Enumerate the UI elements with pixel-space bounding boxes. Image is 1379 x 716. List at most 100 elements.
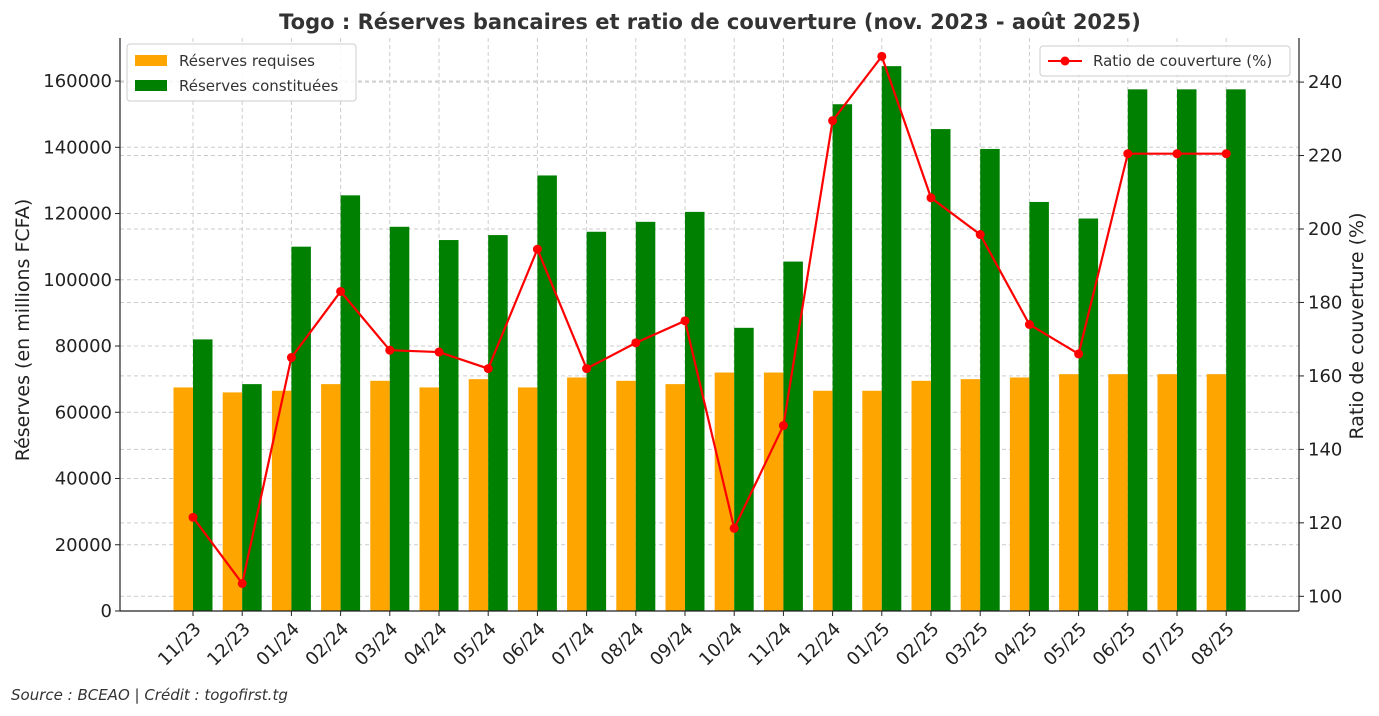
- y2-tick-label: 240: [1308, 72, 1342, 93]
- bar-held: [586, 231, 607, 611]
- ratio-series-line: [192, 54, 1227, 587]
- bar-held: [734, 327, 754, 611]
- x-tick-label: 08/25: [1187, 619, 1239, 671]
- y-axis-label: Réserves (en millions FCFA): [12, 199, 34, 462]
- x-tick-label: 04/25: [990, 619, 1042, 671]
- chart-title: Togo : Réserves bancaires et ratio de co…: [279, 10, 1141, 34]
- x-tick-label: 11/23: [154, 619, 206, 671]
- bar-required: [1059, 374, 1079, 611]
- bar-held: [291, 246, 311, 611]
- y2-tick-label: 160: [1308, 366, 1342, 387]
- bar-held: [1078, 218, 1099, 611]
- bar-held: [635, 221, 656, 611]
- y-tick-label: 20000: [55, 535, 112, 556]
- legend-right: Ratio de couverture (%): [1039, 45, 1291, 77]
- y-tick-label: 120000: [43, 204, 112, 225]
- ratio-point: [926, 193, 936, 203]
- bar-held: [1177, 89, 1197, 612]
- x-tick-label: 12/24: [794, 619, 846, 671]
- ratio-point: [582, 364, 592, 374]
- bars: [173, 66, 1246, 612]
- bar-held: [340, 195, 361, 611]
- ratio-point: [1172, 149, 1182, 159]
- y-tick-label: 100000: [43, 270, 112, 291]
- ratio-point: [975, 230, 985, 240]
- bar-held: [931, 129, 951, 612]
- bar-required: [271, 390, 292, 611]
- bar-required: [1206, 374, 1227, 611]
- x-tick-label: 11/24: [744, 619, 796, 671]
- ratio-point: [1221, 149, 1231, 159]
- ratio-point: [385, 345, 395, 355]
- legend-swatch-held: [135, 80, 167, 91]
- ratio-point: [434, 347, 444, 357]
- ratio-point: [877, 51, 887, 61]
- bar-required: [616, 380, 636, 611]
- bar-required: [517, 387, 538, 611]
- ratio-point: [483, 364, 493, 374]
- y2-tick-label: 140: [1308, 439, 1342, 460]
- bar-required: [1108, 374, 1128, 611]
- x-tick-label: 03/25: [941, 619, 993, 671]
- x-tick-label: 02/24: [302, 619, 354, 671]
- bar-held: [193, 339, 213, 611]
- bar-required: [468, 379, 489, 611]
- ratio-point: [532, 244, 542, 254]
- y-tick-label: 0: [101, 601, 112, 622]
- legend-marker-ratio: [1060, 56, 1070, 66]
- bar-required: [1157, 374, 1177, 611]
- ratio-point: [237, 578, 247, 588]
- x-tick-label: 01/24: [252, 619, 304, 671]
- y2-axis-label: Ratio de couverture (%): [1346, 213, 1368, 440]
- legend-swatch-required: [135, 55, 167, 66]
- y2-tick-label: 220: [1308, 146, 1342, 167]
- bar-required: [173, 387, 193, 611]
- bar-required: [862, 390, 882, 611]
- y2-tick-label: 120: [1308, 513, 1342, 534]
- y2-tick-label: 180: [1308, 292, 1342, 313]
- ratio-point: [729, 523, 739, 533]
- bar-required: [1009, 377, 1030, 611]
- x-tick-label: 06/25: [1089, 619, 1141, 671]
- bar-held: [488, 235, 508, 611]
- bar-held: [881, 66, 902, 611]
- ratio-point: [1123, 149, 1133, 159]
- bar-required: [222, 392, 243, 611]
- bar-required: [813, 390, 833, 611]
- bar-held: [389, 226, 410, 611]
- x-tick-label: 05/25: [1040, 619, 1092, 671]
- y2-tick-label: 200: [1308, 219, 1342, 240]
- bar-held: [1029, 201, 1049, 611]
- x-tick-label: 09/24: [646, 619, 698, 671]
- legend-label-held: Réserves constituées: [179, 77, 339, 95]
- x-tick-label: 07/24: [548, 619, 600, 671]
- x-tick-label: 03/24: [351, 619, 403, 671]
- bar-required: [321, 384, 341, 611]
- y-tick-label: 40000: [55, 469, 112, 490]
- x-tick-label: 05/24: [449, 619, 501, 671]
- x-tick-label: 06/24: [498, 619, 550, 671]
- ratio-point: [1024, 320, 1034, 329]
- bar-required: [419, 387, 439, 611]
- legend-label-required: Réserves requises: [179, 52, 315, 70]
- x-tick-label: 08/24: [597, 619, 649, 671]
- ratio-point: [286, 353, 296, 363]
- bar-required: [911, 380, 931, 611]
- bar-held: [537, 175, 557, 612]
- source-credit: Source : BCEAO | Crédit : togofirst.tg: [11, 686, 288, 704]
- legend-left: Réserves requises Réserves constituées: [126, 43, 357, 102]
- bar-held: [832, 104, 853, 612]
- ratio-point: [778, 421, 788, 431]
- bar-required: [960, 379, 981, 611]
- y-tick-label: 160000: [43, 71, 112, 92]
- bar-required: [370, 380, 390, 611]
- x-tick-label: 01/25: [843, 619, 895, 671]
- ratio-point: [828, 116, 838, 126]
- bar-required: [567, 377, 587, 611]
- bar-held: [783, 261, 803, 611]
- ratio-point: [188, 512, 198, 522]
- legend-label-ratio: Ratio de couverture (%): [1093, 52, 1272, 70]
- bar-required: [665, 384, 685, 611]
- bar-held: [685, 211, 705, 612]
